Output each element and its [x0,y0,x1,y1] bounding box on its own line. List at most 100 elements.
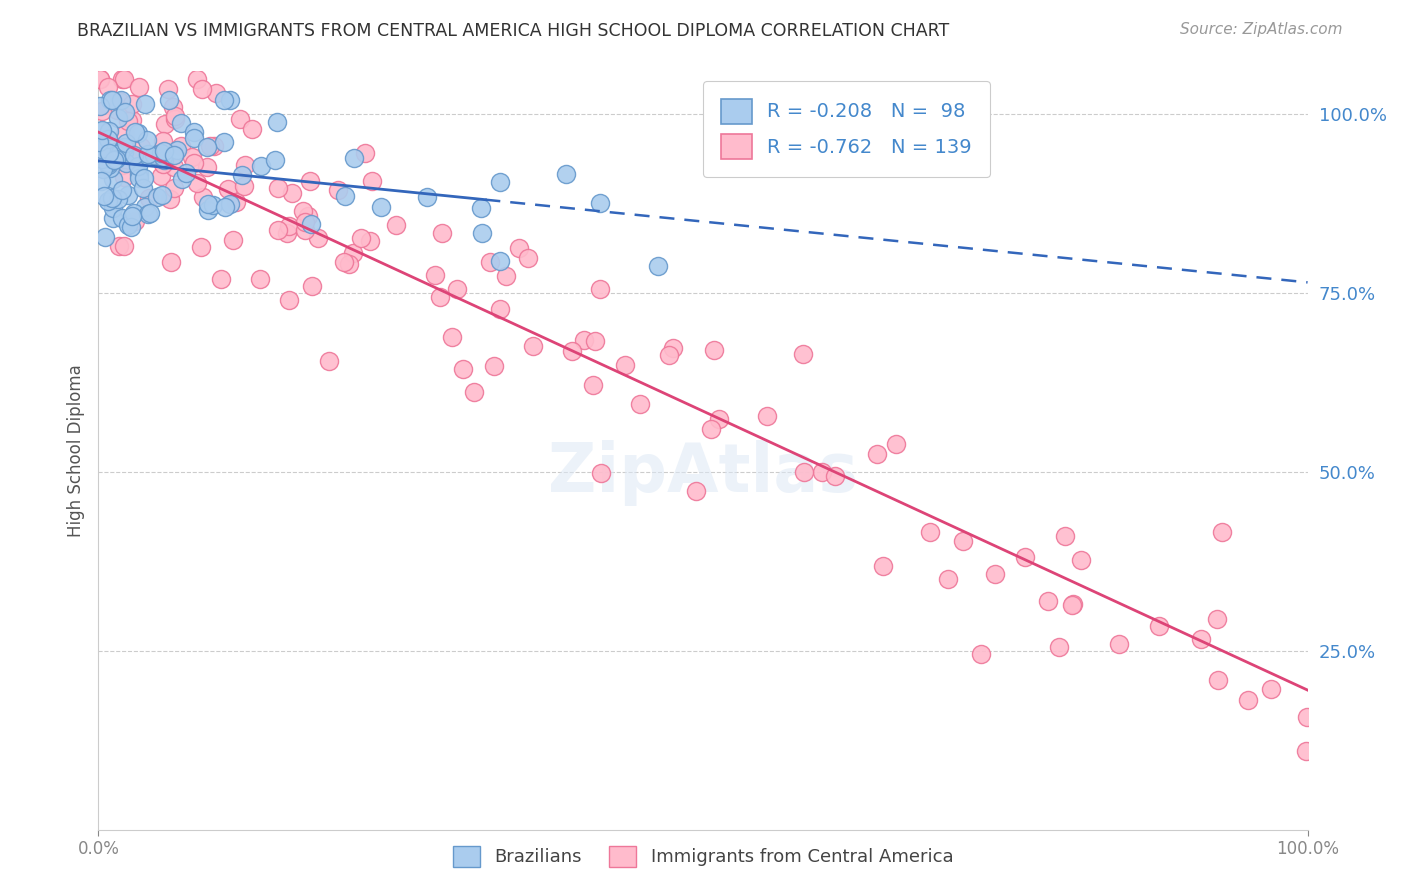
Point [298,174,321,188]
Point [703,343,725,357]
Point [429,290,451,304]
Point [572,333,595,347]
Point [307,230,329,244]
Point [103,153,125,167]
Point [103,201,125,215]
Point [183,131,205,145]
Point [150,188,173,202]
Point [479,254,502,268]
Point [174,165,197,179]
Point [114,105,136,120]
Point [186,71,208,86]
Point [463,385,485,400]
Point [121,112,143,127]
Point [91,151,114,165]
Point [202,139,225,153]
Point [278,293,301,308]
Point [105,152,128,166]
Point [482,359,505,373]
Legend: Brazilians, Immigrants from Central America: Brazilians, Immigrants from Central Amer… [446,838,960,874]
Point [129,140,152,154]
Point [583,334,606,348]
Point [866,447,889,461]
Point [98,161,121,176]
Point [1206,673,1229,687]
Point [98,93,121,107]
Point [359,234,381,248]
Point [112,239,135,253]
Point [90,152,112,166]
Point [149,169,172,183]
Point [969,647,991,661]
Legend: R = -0.208   N =  98, R = -0.762   N = 139: R = -0.208 N = 98, R = -0.762 N = 139 [703,81,990,177]
Point [117,218,139,232]
Point [267,181,290,195]
Point [430,226,453,240]
Point [112,170,135,185]
Point [136,147,159,161]
Point [219,196,242,211]
Point [101,171,124,186]
Point [97,158,120,172]
Point [233,158,256,172]
Point [112,71,135,86]
Point [122,149,145,163]
Point [354,145,377,160]
Point [93,161,115,176]
Point [150,146,173,161]
Point [89,99,111,113]
Point [166,143,188,157]
Point [162,99,184,113]
Point [115,136,138,150]
Point [103,145,125,160]
Point [281,186,304,200]
Point [157,93,180,107]
Point [589,195,612,210]
Point [1295,744,1317,758]
Point [124,125,146,139]
Point [204,86,226,100]
Point [127,126,149,140]
Point [198,139,221,153]
Point [647,259,669,273]
Point [350,231,373,245]
Point [190,240,212,254]
Text: BRAZILIAN VS IMMIGRANTS FROM CENTRAL AMERICA HIGH SCHOOL DIPLOMA CORRELATION CHA: BRAZILIAN VS IMMIGRANTS FROM CENTRAL AME… [77,22,949,40]
Point [101,211,124,225]
Point [197,203,219,218]
Point [162,181,184,195]
Point [217,182,239,196]
Point [136,148,159,162]
Point [90,142,112,156]
Point [94,230,117,244]
Point [936,572,959,586]
Point [97,80,120,95]
Point [101,93,124,107]
Point [195,140,218,154]
Point [153,117,176,131]
Point [97,194,120,208]
Point [98,148,121,162]
Point [107,111,129,125]
Point [811,465,834,479]
Text: Source: ZipAtlas.com: Source: ZipAtlas.com [1180,22,1343,37]
Point [202,197,225,211]
Point [134,171,156,186]
Point [952,533,974,548]
Point [446,283,468,297]
Point [159,192,181,206]
Point [135,133,157,147]
Point [183,126,205,140]
Point [333,189,356,203]
Point [488,176,510,190]
Point [87,135,110,149]
Point [297,209,319,223]
Point [136,207,159,221]
Point [707,412,730,426]
Point [108,239,131,253]
Point [1014,549,1036,564]
Point [111,158,134,172]
Point [384,219,406,233]
Point [101,191,124,205]
Point [214,200,236,214]
